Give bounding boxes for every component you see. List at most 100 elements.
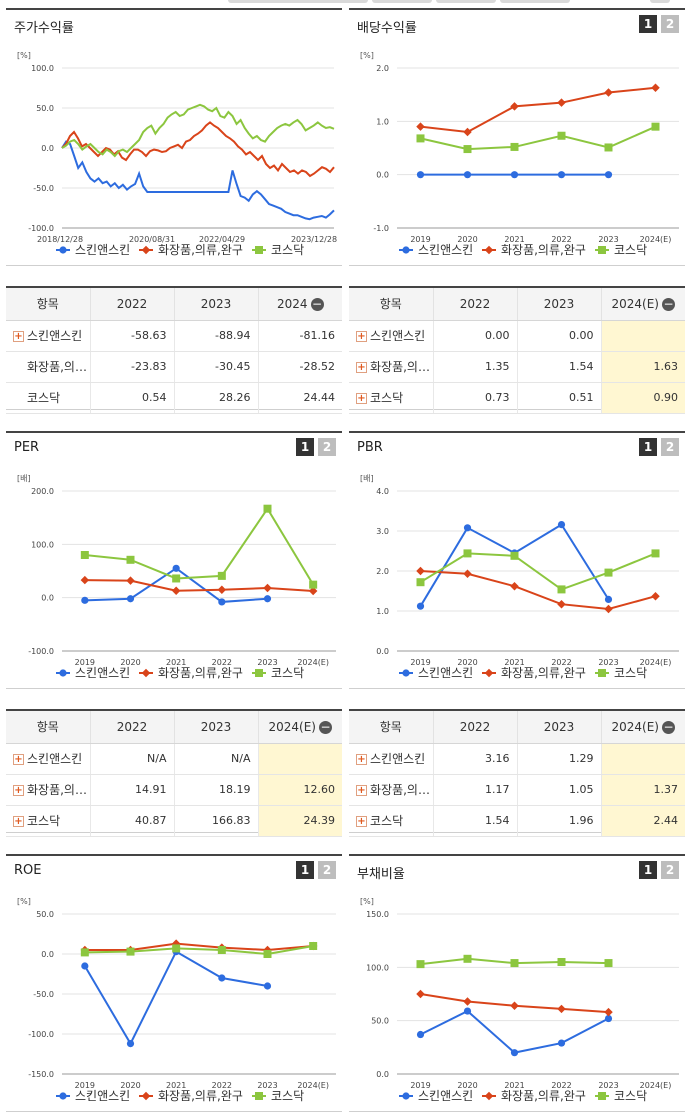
table-cell: -30.45 [173, 351, 258, 383]
x-tick-label: 2024(E) [297, 658, 329, 667]
x-tick-label: 2020/08/31 [129, 235, 175, 244]
table-row: + 스킨앤스킨 -58.63 -88.94 -81.16 [6, 320, 342, 352]
data-point [59, 1092, 67, 1100]
column-header-year: 2023 [173, 288, 258, 321]
row-label[interactable]: + 화장품,의… [349, 351, 433, 383]
table-cell: 28.26 [173, 382, 258, 414]
y-tick-label: 0.0 [376, 1070, 389, 1079]
chart-mode-1-button[interactable]: 1 [296, 861, 314, 879]
row-label[interactable]: + 화장품,의… [6, 774, 90, 806]
expand-plus-icon[interactable]: + [13, 754, 24, 765]
data-point [218, 974, 226, 982]
data-point [557, 599, 566, 609]
table-cell: 1.63 [600, 351, 685, 383]
row-label[interactable]: + 스킨앤스킨 [349, 743, 433, 775]
stock-return-chart: [%]100.0 50.0 0.0 -50.0 -100.0 2018/12/28 2020… [17, 51, 337, 257]
data-point [263, 504, 272, 513]
dividend-chart: [%]2.0 1.0 0.0 -1.0 2019 2020 2021 2022 2023 2024… [360, 51, 679, 257]
chart-mode-2-button[interactable]: 2 [318, 861, 336, 879]
collapse-icon[interactable]: − [661, 296, 675, 311]
row-label[interactable]: + 화장품,의… [349, 774, 433, 806]
expand-plus-icon[interactable]: + [13, 331, 24, 342]
row-label[interactable]: + 코스닥 [349, 805, 433, 837]
legend-label: 화장품,의류,완구 [158, 243, 243, 257]
data-point [218, 598, 226, 606]
row-name: 스킨앤스킨 [27, 752, 83, 766]
panel-title: 배당수익률 [357, 21, 417, 36]
data-point [484, 245, 494, 255]
legend-label: 코스닥 [614, 243, 647, 257]
stock-return-table-panel: 항목 2022 2023 2024− + 스킨앤스킨 -58.63 -88.94 -81.16 화… [6, 286, 342, 414]
x-tick-label: 2023 [257, 1081, 277, 1090]
panel-title: 주가수익률 [14, 21, 74, 36]
y-unit-label: [배] [360, 474, 374, 483]
header-label: 항목 [36, 297, 59, 312]
row-label[interactable]: 코스닥 [6, 382, 90, 414]
y-tick-label: 3.0 [376, 527, 389, 536]
series-line [419, 552, 656, 591]
data-point [463, 171, 472, 179]
row-label[interactable]: + 스킨앤스킨 [349, 320, 433, 352]
data-point [416, 1030, 425, 1039]
row-label[interactable]: 화장품,의… [6, 351, 90, 383]
debt-ratio-chart: [%] 150.0 100.0 50.0 0.0 2019 2020 2021 2022 2023… [360, 897, 679, 1103]
row-label[interactable]: + 스킨앤스킨 [6, 743, 90, 775]
table-cell: 2.44 [600, 805, 685, 837]
panel-title: ROE [14, 863, 42, 878]
header-label: 2023 [200, 719, 232, 734]
row-label[interactable]: + 스킨앤스킨 [6, 320, 90, 352]
table-cell: 40.87 [89, 805, 174, 837]
x-tick-label: 2021 [504, 658, 524, 667]
expand-plus-icon[interactable]: + [356, 785, 367, 796]
x-tick-label: 2018/12/28 [37, 235, 83, 244]
x-tick-label: 2019 [410, 1081, 430, 1090]
collapse-icon[interactable]: − [661, 719, 675, 734]
expand-plus-icon[interactable]: + [356, 816, 367, 827]
y-tick-label: -100.0 [28, 1030, 54, 1039]
collapse-icon[interactable]: − [318, 719, 332, 734]
table-cell: 1.54 [516, 351, 601, 383]
row-label[interactable]: + 코스닥 [349, 382, 433, 414]
data-point [141, 245, 151, 255]
data-point [263, 595, 272, 603]
expand-plus-icon[interactable]: + [356, 331, 367, 342]
data-point [557, 521, 566, 529]
table-cell: 24.39 [257, 805, 342, 837]
expand-plus-icon[interactable]: + [13, 785, 24, 796]
expand-plus-icon[interactable]: + [356, 393, 367, 404]
expand-plus-icon[interactable]: + [356, 362, 367, 373]
data-point [651, 83, 660, 92]
chart-mode-1-button[interactable]: 1 [639, 15, 657, 33]
chart-mode-1-button[interactable]: 1 [639, 438, 657, 456]
chart-mode-2-button[interactable]: 2 [318, 438, 336, 456]
panel-title: PBR [357, 440, 383, 455]
roe-panel: ROE 1 2 [%] 50.0 0.0 -50.0 -100.0 -150.0 2019 2… [6, 854, 342, 1112]
collapse-icon[interactable]: − [310, 296, 324, 311]
row-name: 화장품,의… [370, 360, 430, 374]
table-cell: -81.16 [257, 320, 342, 352]
data-point [604, 959, 613, 968]
x-tick-label: 2020 [457, 1081, 477, 1090]
panel-title: 부채비율 [357, 867, 405, 882]
data-point [463, 569, 472, 579]
header-label: 2023 [543, 719, 575, 734]
data-point [255, 669, 263, 677]
y-tick-label: 0.0 [41, 594, 54, 603]
expand-plus-icon[interactable]: + [13, 816, 24, 827]
chart-mode-1-button[interactable]: 1 [639, 861, 657, 879]
top-strip [0, 0, 691, 6]
x-tick-label: 2022/04/29 [199, 235, 245, 244]
dividend-table: 항목 2022 2023 2024(E) − + 스킨앤스킨 0.00 0.00 + 화장품,의… 1… [349, 288, 685, 414]
y-tick-label: 2.0 [376, 567, 389, 576]
column-header-year: 2024(E) − [600, 288, 685, 321]
x-tick-label: 2024(E) [640, 235, 672, 244]
chart-mode-1-button[interactable]: 1 [296, 438, 314, 456]
chart-mode-2-button[interactable]: 2 [661, 438, 679, 456]
y-unit-label: [%] [360, 51, 374, 60]
expand-plus-icon[interactable]: + [356, 754, 367, 765]
row-label[interactable]: + 코스닥 [6, 805, 90, 837]
series-line [420, 86, 656, 134]
chart-mode-2-button[interactable]: 2 [661, 15, 679, 33]
table-row: + 화장품,의… 1.35 1.54 1.63 [349, 351, 685, 383]
chart-mode-2-button[interactable]: 2 [661, 861, 679, 879]
